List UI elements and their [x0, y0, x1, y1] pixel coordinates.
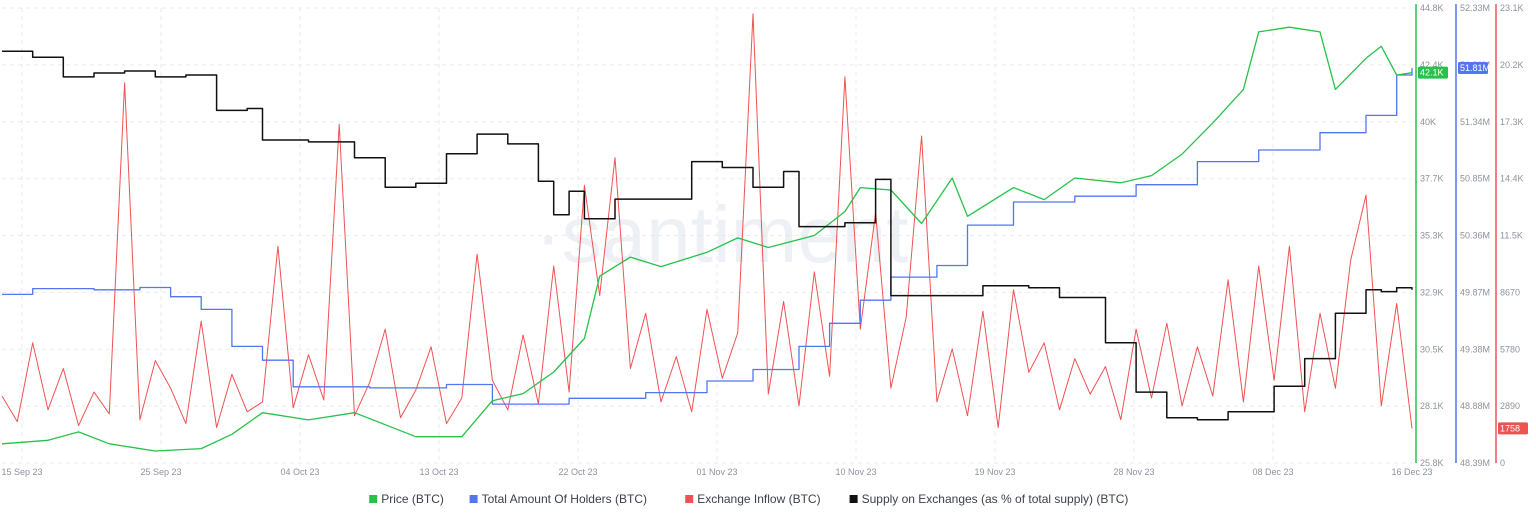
series-layer — [1, 13, 1413, 452]
supply-series-line — [2, 50, 1413, 421]
inflow-axis-tick-label: 14.4K — [1500, 174, 1524, 184]
inflow-axis-tick-label: 11.5K — [1500, 231, 1523, 241]
legend-label: Total Amount Of Holders (BTC) — [482, 492, 647, 506]
price-axis-tick-label: 35.3K — [1420, 231, 1444, 241]
inflow-axis-tick-label: 0 — [1500, 458, 1505, 468]
grid-lines — [2, 7, 1412, 464]
holders-axis-tick-label: 49.87M — [1460, 287, 1490, 297]
x-tick-label: 08 Dec 23 — [1252, 467, 1293, 477]
x-tick-label: 10 Nov 23 — [835, 467, 876, 477]
inflow-latest-value-label: 1758 — [1500, 423, 1520, 433]
legend-swatch — [469, 495, 478, 503]
legend: Price (BTC) Total Amount Of Holders (BTC)… — [369, 492, 1128, 506]
price-latest-value-badge — [1418, 66, 1448, 79]
x-tick-label: 19 Nov 23 — [974, 467, 1015, 477]
price-axis-tick-label: 40K — [1420, 117, 1436, 127]
holders-axis-tick-label: 50.36M — [1460, 231, 1490, 241]
price-axis-tick-label: 42.4K — [1420, 60, 1444, 70]
axes-layer: 44.8K 42.4K 40K 37.7K 35.3K 32.9K 30.5K 28.1K 25… — [1415, 3, 1528, 468]
x-tick-label: 28 Nov 23 — [1113, 467, 1154, 477]
x-tick-label: 15 Sep 23 — [1, 467, 42, 477]
holders-axis-tick-label: 48.88M — [1460, 401, 1490, 411]
legend-label: Price (BTC) — [381, 492, 444, 506]
holders-axis-tick-label: 48.39M — [1460, 458, 1490, 468]
holders-axis-tick-label: 49.38M — [1460, 344, 1490, 354]
x-tick-label: 16 Dec 23 — [1391, 467, 1432, 477]
holders-axis-tick-label: 51.34M — [1460, 117, 1490, 127]
x-tick-label: 13 Oct 23 — [419, 467, 458, 477]
inflow-axis-tick-label: 17.3K — [1500, 117, 1524, 127]
holders-series-line — [2, 68, 1413, 405]
holders-axis-tick-label: 50.85M — [1460, 174, 1490, 184]
inflow-axis-tick-label: 20.2K — [1500, 60, 1524, 70]
price-series-line — [1, 26, 1413, 452]
x-axis-ticks: 15 Sep 23 25 Sep 23 04 Oct 23 13 Oct 23 22 O… — [1, 467, 1432, 477]
holders-latest-value-badge — [1458, 62, 1488, 75]
inflow-axis-tick-label: 8670 — [1500, 287, 1520, 297]
legend-swatch — [369, 495, 378, 503]
holders-axis-tick-label: 52.33M — [1460, 3, 1490, 13]
price-axis-tick-label: 37.7K — [1420, 174, 1444, 184]
x-tick-label: 01 Nov 23 — [696, 467, 737, 477]
inflow-axis-tick-label: 23.1K — [1500, 3, 1524, 13]
x-tick-label: 25 Sep 23 — [140, 467, 181, 477]
price-latest-value-label: 42.1K — [1420, 68, 1444, 78]
legend-label: Exchange Inflow (BTC) — [697, 492, 820, 506]
x-tick-label: 22 Oct 23 — [558, 467, 597, 477]
holders-latest-value-label: 51.81M — [1460, 63, 1490, 73]
inflow-axis-tick-label: 5780 — [1500, 344, 1520, 354]
price-axis-tick-label: 32.9K — [1420, 287, 1444, 297]
watermark: ·santiment — [535, 190, 908, 279]
inflow-axis-tick-label: 2890 — [1500, 401, 1520, 411]
legend-label: Supply on Exchanges (as % of total suppl… — [862, 492, 1129, 506]
inflow-latest-value-badge — [1498, 422, 1528, 435]
x-tick-label: 04 Oct 23 — [280, 467, 319, 477]
inflow-series-line — [1, 13, 1413, 429]
price-axis-tick-label: 30.5K — [1420, 344, 1444, 354]
legend-swatch — [685, 495, 694, 503]
price-axis-tick-label: 25.8K — [1420, 458, 1444, 468]
legend-swatch — [849, 495, 858, 503]
price-axis-tick-label: 28.1K — [1420, 401, 1444, 411]
price-axis-tick-label: 44.8K — [1420, 3, 1444, 13]
